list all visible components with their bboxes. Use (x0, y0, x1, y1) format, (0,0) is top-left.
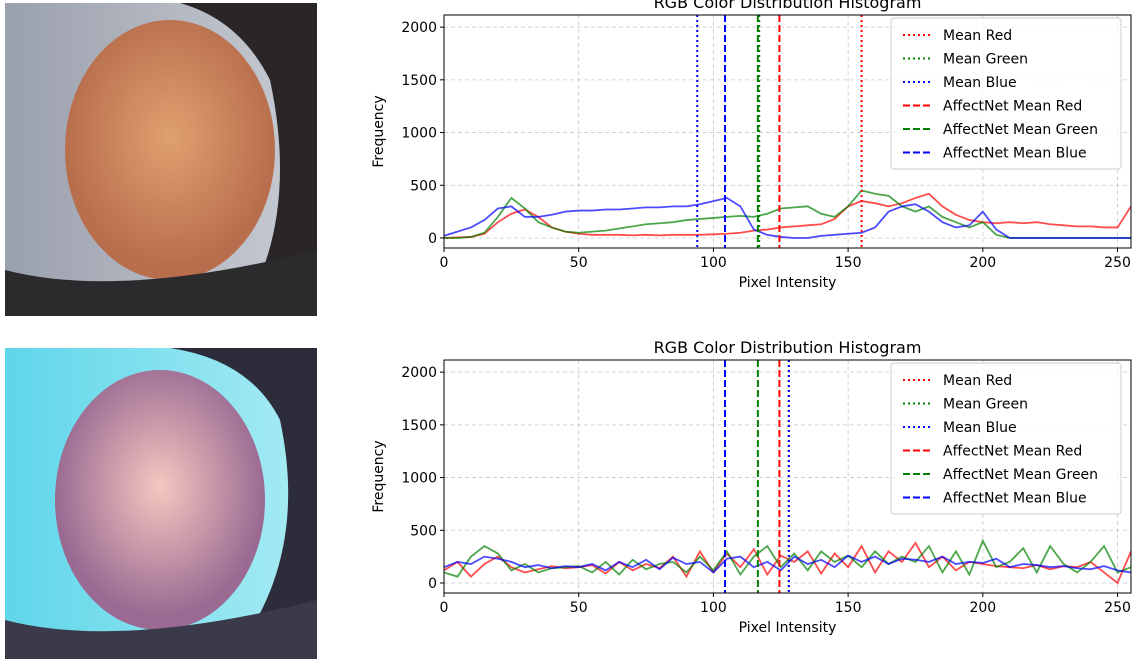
y-axis-label: Frequency (371, 440, 387, 512)
x-tick-label: 50 (570, 255, 588, 271)
x-tick-label: 0 (440, 600, 449, 616)
plot-frame (443, 14, 1132, 249)
x-tick-label: 50 (570, 600, 588, 616)
legend-label: Mean Red (943, 28, 1012, 44)
x-tick-label: 0 (440, 255, 449, 271)
y-tick-label: 500 (410, 178, 437, 194)
legend-label: AffectNet Mean Blue (943, 491, 1087, 507)
x-tick-label: 100 (700, 600, 727, 616)
legend-label: Mean Green (943, 397, 1028, 413)
y-tick-label: 0 (428, 576, 437, 592)
x-tick-label: 250 (1104, 255, 1131, 271)
y-tick-label: 500 (410, 523, 437, 539)
legend-box (890, 17, 1122, 170)
x-axis-label: Pixel Intensity (739, 275, 837, 291)
y-tick-label: 1500 (401, 418, 437, 434)
photo-augmented (5, 348, 317, 659)
x-tick-label: 250 (1104, 600, 1131, 616)
y-axis-label: Frequency (371, 95, 387, 167)
legend-label: Mean Blue (943, 75, 1017, 91)
x-tick-label: 150 (835, 600, 862, 616)
legend: Mean Red Mean Green Mean Blue AffectNet Mea… (890, 17, 1122, 170)
y-tick-label: 1000 (401, 471, 437, 487)
y-tick-label: 0 (428, 231, 437, 247)
x-tick-label: 100 (700, 255, 727, 271)
legend-label: AffectNet Mean Red (943, 444, 1082, 460)
legend-label: AffectNet Mean Green (943, 467, 1098, 483)
y-tick-label: 2000 (401, 365, 437, 381)
x-tick-label: 200 (969, 600, 996, 616)
legend-label: Mean Green (943, 52, 1028, 68)
photo-original (5, 3, 317, 316)
x-tick-label: 150 (835, 255, 862, 271)
legend-label: Mean Blue (943, 420, 1017, 436)
y-tick-label: 2000 (401, 20, 437, 36)
chart-title: RGB Color Distribution Histogram (654, 0, 922, 12)
x-tick-label: 200 (969, 255, 996, 271)
series-line (444, 189, 1131, 239)
legend-label: AffectNet Mean Green (943, 122, 1098, 138)
legend-label: AffectNet Mean Red (943, 99, 1082, 115)
series-line (444, 554, 1131, 574)
chart-title: RGB Color Distribution Histogram (654, 338, 922, 357)
legend-label: AffectNet Mean Blue (943, 146, 1087, 162)
legend-box (890, 362, 1122, 515)
plot-frame (443, 359, 1132, 594)
chart: 0 50 100 150 200 250 0 500 1000 1500 2000 RGB Color… (371, 338, 1132, 636)
legend: Mean Red Mean Green Mean Blue AffectNet Mea… (890, 362, 1122, 515)
x-axis-label: Pixel Intensity (739, 620, 837, 636)
series-line (444, 196, 1131, 239)
legend-label: Mean Red (943, 373, 1012, 389)
y-tick-label: 1000 (401, 126, 437, 142)
chart: 0 50 100 150 200 250 0 500 1000 1500 2000 RGB Color… (371, 0, 1132, 291)
y-tick-label: 1500 (401, 73, 437, 89)
